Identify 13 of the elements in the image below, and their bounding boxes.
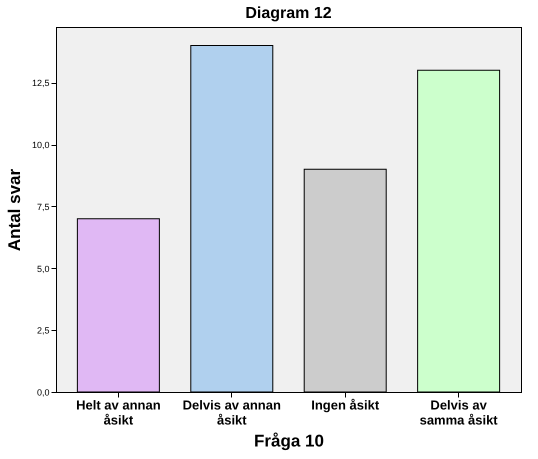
y-tick-label: 10,0 xyxy=(32,140,50,150)
y-tick-label: 7,5 xyxy=(36,202,50,212)
x-tick-label: Delvis av annan åsikt xyxy=(182,398,281,428)
y-tick-label: 0,0 xyxy=(36,388,50,398)
y-tick-label: 2,5 xyxy=(36,326,50,336)
y-axis-title: Antal svar xyxy=(4,168,24,252)
y-tick-label: 12,5 xyxy=(32,78,50,88)
x-tick-label: Delvis av samma åsikt xyxy=(420,398,498,428)
x-axis-title: Fråga 10 xyxy=(254,432,324,450)
x-tick-label: Ingen åsikt xyxy=(311,398,380,412)
chart-title: Diagram 12 xyxy=(245,5,332,22)
y-tick-label: 5,0 xyxy=(36,264,50,274)
x-tick-label: Helt av annan åsikt xyxy=(76,398,161,428)
